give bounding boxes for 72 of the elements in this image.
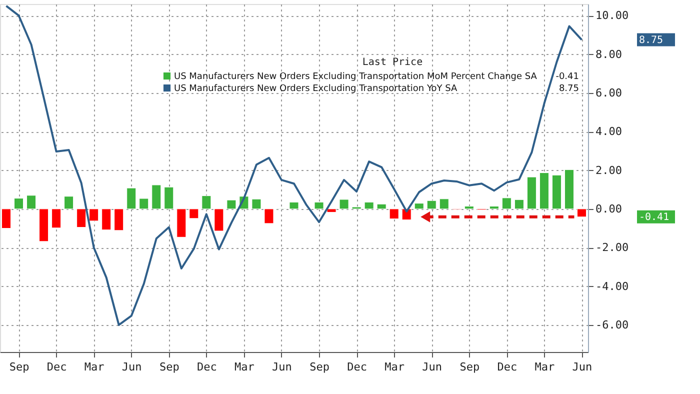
bar <box>264 208 274 224</box>
bar <box>426 200 436 210</box>
x-tick-label: Jun <box>422 360 442 374</box>
bar <box>252 198 262 210</box>
bar <box>576 208 586 218</box>
y-tick-label: 0.00 <box>596 202 622 216</box>
bar <box>164 186 174 210</box>
y-tick-label: 10.00 <box>596 9 629 22</box>
text: 8.75 <box>639 34 664 46</box>
bar <box>289 202 299 210</box>
x-tick-label: Sep <box>460 360 480 374</box>
bar <box>439 198 449 210</box>
x-tick-label: Dec <box>46 360 67 374</box>
x-tick-label: Sep <box>9 360 30 374</box>
x-tick-label: Mar <box>84 360 105 374</box>
y-tick-label: 6.00 <box>596 86 622 100</box>
y-tick-label: 4.00 <box>596 125 622 138</box>
bar <box>376 204 386 210</box>
annotation: -0.41 <box>556 72 579 82</box>
bar <box>76 208 86 228</box>
legend-title: Last Price <box>362 57 423 68</box>
bar <box>202 196 212 210</box>
y-tick-label: -4.00 <box>596 280 629 293</box>
bar <box>552 174 562 210</box>
x-tick-label: Dec <box>196 360 217 374</box>
x-tick-label: Jun <box>122 360 142 374</box>
y-tick-label: -2.00 <box>596 241 629 254</box>
bar <box>389 208 399 220</box>
bar <box>189 208 199 219</box>
bar <box>339 199 349 210</box>
x-tick-label: Sep <box>310 360 330 374</box>
bar <box>114 208 124 231</box>
bar <box>64 196 74 210</box>
bar <box>364 202 374 210</box>
bar <box>502 198 512 210</box>
bar <box>26 195 36 210</box>
bar <box>489 206 499 210</box>
bar <box>39 208 49 242</box>
y-tick-label: 8.00 <box>596 48 622 61</box>
x-tick-label: Jun <box>572 360 592 374</box>
x-tick-label: Sep <box>159 360 180 374</box>
bar <box>414 203 424 210</box>
bar <box>152 184 162 210</box>
bar <box>514 199 524 210</box>
bar <box>464 206 474 210</box>
x-tick-label: Dec <box>347 360 367 374</box>
x-tick-label: Mar <box>234 360 255 374</box>
bar <box>102 208 112 230</box>
bar <box>314 202 324 210</box>
x-tick-label: Mar <box>384 360 405 374</box>
x-tick-label: Mar <box>534 360 556 374</box>
bar <box>52 208 62 228</box>
bar <box>126 188 136 210</box>
legend-label: US Manufacturers New Orders Excluding Transportation MoM Percent Change SA <box>174 72 538 82</box>
bar <box>176 208 186 238</box>
y-tick-label: 2.00 <box>596 164 622 177</box>
line-series <box>5 4 583 326</box>
bar <box>539 172 549 210</box>
bar <box>564 169 574 210</box>
bar <box>226 200 236 210</box>
x-tick-label: Dec <box>497 360 518 374</box>
bar <box>526 176 536 210</box>
annotation: 8.75 <box>558 84 579 94</box>
y-tick-label: -6.00 <box>596 318 629 332</box>
bar <box>139 198 149 210</box>
text: -0.41 <box>639 212 670 223</box>
bar <box>214 208 224 232</box>
bar <box>14 198 24 210</box>
x-tick-label: Jun <box>272 360 292 374</box>
legend-label: US Manufacturers New Orders Excluding Transportation YoY SA <box>174 84 458 94</box>
bar <box>326 208 336 212</box>
bar <box>89 208 99 222</box>
